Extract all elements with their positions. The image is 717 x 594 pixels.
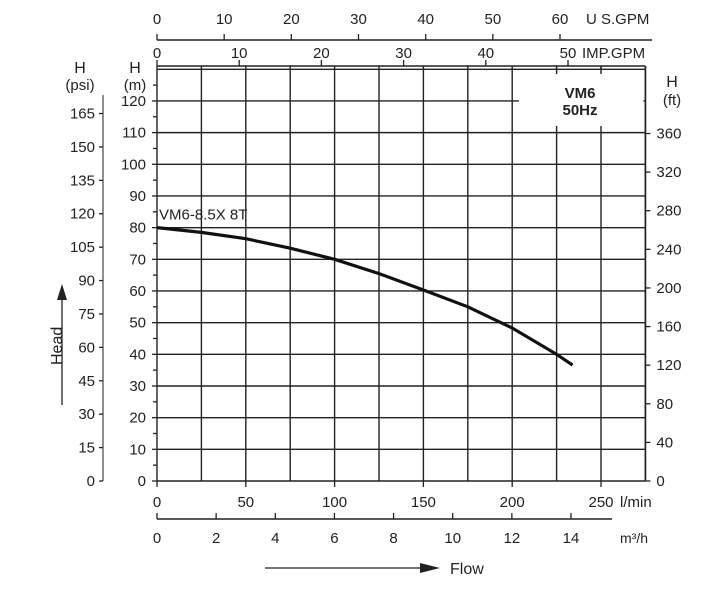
y-tick-label-m: 0 — [138, 473, 146, 490]
usgpm-tick-label: 40 — [417, 11, 434, 28]
y-tick-label-m: 10 — [129, 441, 146, 458]
impgpm-tick-label: 50 — [560, 45, 577, 62]
impgpm-tick-label: 10 — [231, 45, 248, 62]
ft-tick-label: 280 — [656, 203, 681, 220]
m3h-tick-label: 12 — [504, 530, 521, 547]
y-tick-label-m: 40 — [129, 346, 146, 363]
ft-tick-label: 160 — [656, 319, 681, 336]
y-tick-label-m: 80 — [129, 220, 146, 237]
impgpm-tick-label: 0 — [153, 45, 161, 62]
psi-axis-unit: (psi) — [65, 77, 94, 94]
psi-tick-label: 150 — [70, 139, 95, 156]
m3h-tick-label: 0 — [153, 530, 161, 547]
ft-tick-label: 360 — [656, 126, 681, 143]
ft-axis-title: H — [666, 74, 678, 91]
ft-axis-unit: (ft) — [663, 92, 681, 109]
usgpm-axis-unit: U S.GPM — [586, 11, 649, 28]
x-tick-label: 100 — [322, 494, 347, 511]
x-tick-label: 200 — [500, 494, 525, 511]
psi-tick-label: 135 — [70, 172, 95, 189]
ft-tick-label: 0 — [656, 473, 664, 490]
y-tick-label-m: 90 — [129, 188, 146, 205]
x-axis-label: Flow — [450, 561, 484, 578]
series-curve — [156, 226, 574, 367]
y-axis-title-m: H — [129, 60, 141, 77]
impgpm-tick-label: 30 — [395, 45, 412, 62]
usgpm-tick-label: 0 — [153, 11, 161, 28]
y-axis-unit-m: (m) — [124, 77, 147, 94]
psi-tick-label: 165 — [70, 106, 95, 123]
psi-tick-label: 60 — [78, 339, 95, 356]
psi-tick-label: 45 — [78, 373, 95, 390]
usgpm-tick-label: 30 — [350, 11, 367, 28]
m3h-tick-label: 4 — [271, 530, 279, 547]
ft-tick-label: 120 — [656, 357, 681, 374]
usgpm-tick-label: 60 — [552, 11, 569, 28]
ft-tick-label: 320 — [656, 164, 681, 181]
impgpm-tick-label: 40 — [477, 45, 494, 62]
usgpm-tick-label: 20 — [283, 11, 300, 28]
psi-tick-label: 15 — [78, 440, 95, 457]
ft-tick-label: 80 — [656, 396, 673, 413]
usgpm-tick-label: 50 — [484, 11, 501, 28]
x-tick-label: 50 — [237, 494, 254, 511]
m3h-tick-label: 2 — [212, 530, 220, 547]
psi-tick-label: 120 — [70, 206, 95, 223]
psi-tick-label: 90 — [78, 273, 95, 290]
y-tick-label-m: 120 — [121, 93, 146, 110]
psi-tick-label: 0 — [87, 473, 95, 490]
x-tick-label: 250 — [588, 494, 613, 511]
y-tick-label-m: 110 — [122, 125, 146, 142]
y-tick-label-m: 100 — [121, 156, 146, 173]
y-tick-label-m: 20 — [129, 410, 146, 427]
ft-tick-label: 240 — [656, 241, 681, 258]
usgpm-tick-label: 10 — [216, 11, 233, 28]
ft-tick-label: 40 — [656, 434, 673, 451]
y-tick-label-m: 60 — [129, 283, 146, 300]
chart-subtitle: 50Hz — [562, 102, 597, 119]
flow-arrow-icon — [420, 563, 440, 573]
impgpm-axis-unit: IMP.GPM — [582, 45, 645, 62]
m3h-axis-unit: m³/h — [620, 530, 648, 546]
psi-axis-title: H — [74, 60, 86, 77]
x-axis-unit: l/min — [620, 494, 652, 511]
x-tick-label: 150 — [411, 494, 436, 511]
series-label: VM6-8.5X 8T — [159, 207, 247, 224]
y-axis-label: Head — [49, 327, 66, 365]
m3h-tick-label: 14 — [563, 530, 580, 547]
title-box — [519, 70, 644, 126]
y-tick-label-m: 30 — [129, 378, 146, 395]
m3h-tick-label: 6 — [330, 530, 338, 547]
head-arrow-icon — [57, 284, 67, 300]
psi-tick-label: 75 — [78, 306, 95, 323]
psi-tick-label: 30 — [78, 406, 95, 423]
y-tick-label-m: 50 — [129, 315, 146, 332]
y-tick-label-m: 70 — [129, 251, 146, 268]
impgpm-tick-label: 20 — [313, 45, 330, 62]
ft-tick-label: 200 — [656, 280, 681, 297]
chart-title: VM6 — [565, 85, 596, 102]
psi-tick-label: 105 — [70, 239, 95, 256]
x-tick-label: 0 — [153, 494, 161, 511]
m3h-tick-label: 8 — [389, 530, 397, 547]
m3h-tick-label: 10 — [444, 530, 461, 547]
